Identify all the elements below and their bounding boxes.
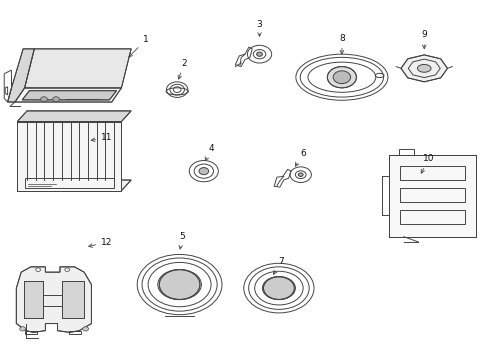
Text: 12: 12 <box>89 238 113 247</box>
Text: 3: 3 <box>257 19 263 36</box>
Circle shape <box>333 71 351 84</box>
Bar <box>400 166 465 180</box>
Bar <box>399 149 414 155</box>
Polygon shape <box>17 180 131 191</box>
Circle shape <box>298 173 303 176</box>
Text: 7: 7 <box>273 257 284 274</box>
Circle shape <box>257 52 263 56</box>
Polygon shape <box>17 111 131 122</box>
Circle shape <box>159 270 200 300</box>
Bar <box>69 330 81 334</box>
Bar <box>390 155 476 237</box>
Polygon shape <box>24 49 131 88</box>
Circle shape <box>264 277 294 300</box>
Text: 6: 6 <box>295 149 306 166</box>
Ellipse shape <box>417 64 431 72</box>
Circle shape <box>83 327 89 331</box>
Bar <box>17 122 122 191</box>
Circle shape <box>199 168 209 175</box>
Circle shape <box>20 327 25 331</box>
Text: 11: 11 <box>91 133 113 142</box>
Text: 9: 9 <box>421 30 427 49</box>
Circle shape <box>53 97 59 102</box>
Polygon shape <box>16 267 92 332</box>
Polygon shape <box>15 88 122 102</box>
Bar <box>400 188 465 202</box>
Bar <box>17 122 122 191</box>
Polygon shape <box>401 55 447 82</box>
Text: 5: 5 <box>179 232 185 249</box>
Bar <box>400 210 465 224</box>
Text: 4: 4 <box>205 144 214 161</box>
Text: 10: 10 <box>421 154 435 173</box>
Text: 8: 8 <box>339 34 345 54</box>
Polygon shape <box>62 281 84 318</box>
Bar <box>390 155 476 237</box>
Bar <box>25 330 37 334</box>
Text: 1: 1 <box>129 36 148 57</box>
Text: 2: 2 <box>178 59 187 79</box>
Polygon shape <box>22 91 117 100</box>
Bar <box>24 178 114 188</box>
Circle shape <box>327 67 356 88</box>
Polygon shape <box>8 49 34 102</box>
Circle shape <box>41 97 48 102</box>
Polygon shape <box>24 281 43 318</box>
